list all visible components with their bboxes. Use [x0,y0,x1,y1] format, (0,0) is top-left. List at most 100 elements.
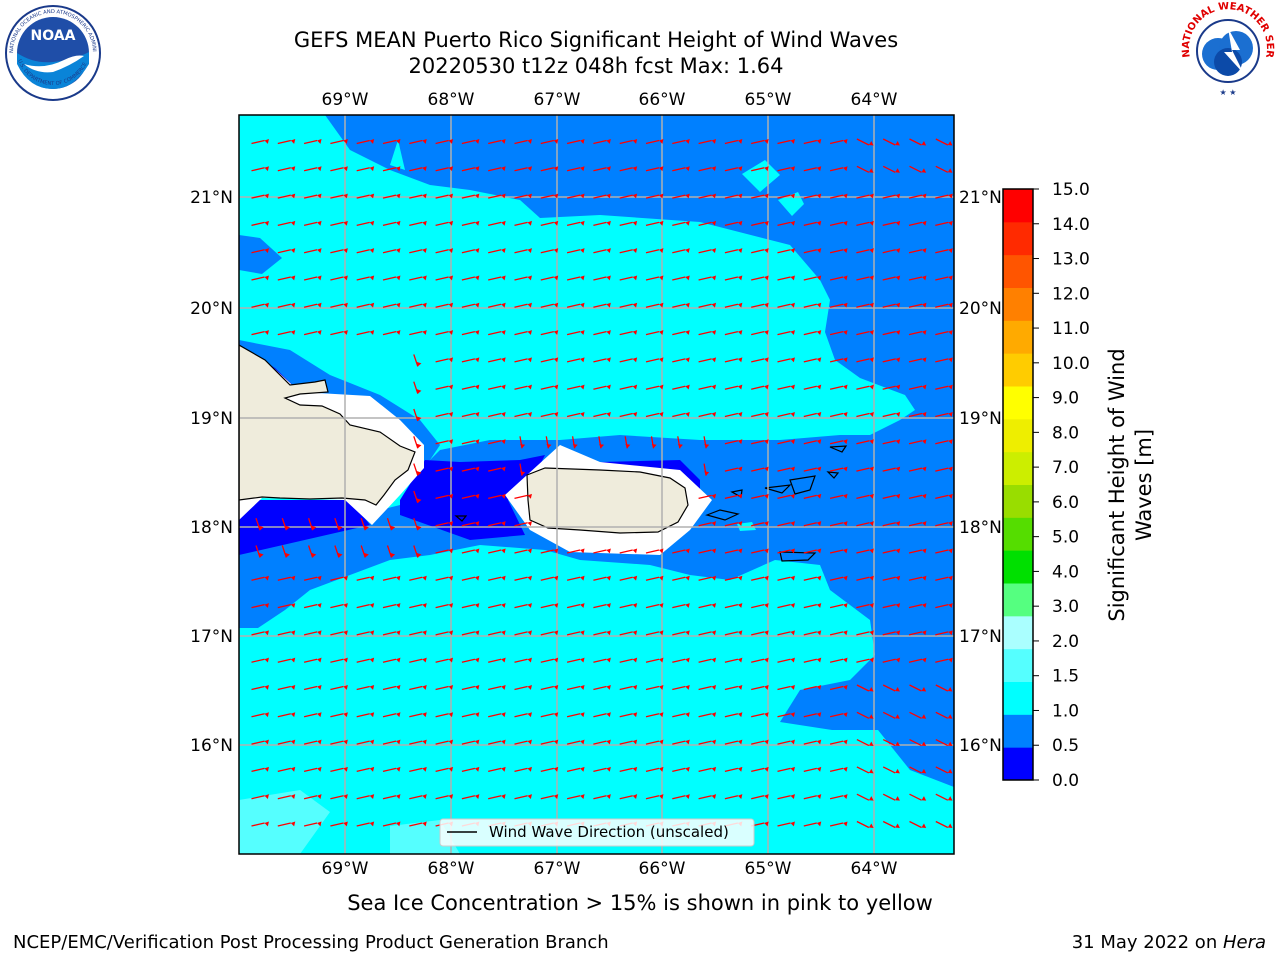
wave-arrow [908,439,927,445]
colorbar-tick-label: 2.0 [1052,632,1079,652]
wave-arrow [829,493,848,500]
wave-arrow [540,712,559,718]
wave-arrow [540,220,559,227]
wave-arrow [882,493,901,500]
wave-arrow [908,657,927,663]
wave-arrow [330,712,348,718]
wave-arrow [514,712,532,718]
wave-arrow [303,302,322,308]
wave-arrow [935,248,953,254]
wave-arrow [777,411,795,418]
wave-arrow [413,517,422,531]
wave-arrow [382,138,401,145]
wave-arrow [382,684,401,691]
colorbar: 15.0 14.0 13.0 12.0 11.0 10.0 9.0 8.0 7.0 6.0 5.0 4… [1002,180,1090,791]
wave-arrow [882,766,900,774]
wave-arrow [882,330,901,336]
wave-arrow [488,248,506,254]
wave-arrow [882,793,900,801]
wave-arrow [856,575,874,581]
wave-arrow [751,739,769,745]
wave-arrow [882,711,900,719]
wave-arrow [935,384,953,390]
colorbar-segment [1003,583,1033,617]
wave-arrow [645,166,664,172]
wave-arrow [540,384,559,390]
colorbar-label-line2: Waves [m] [1132,429,1156,541]
colorbar-segment [1003,353,1033,387]
wave-arrow [488,193,506,199]
wave-band-1-1.5-patch-c [390,140,405,170]
wave-arrow [566,193,585,199]
wave-arrow [461,275,480,281]
wave-arrow [698,275,717,281]
colorbar-tick-label: 11.0 [1052,319,1090,339]
wave-arrow [856,630,874,636]
wave-arrow [856,684,874,692]
wave-arrow [724,712,743,718]
wave-arrow [935,575,953,581]
wave-arrow [413,408,422,422]
wave-arrow [724,330,743,336]
wave-arrow [777,493,795,500]
wave-arrow [514,493,532,500]
wave-arrow [356,821,375,827]
wave-arrow [277,794,296,800]
wave-arrow [409,193,427,199]
wave-arrow [856,793,874,801]
wave-arrow [435,193,454,199]
wave-arrow [882,684,900,692]
wave-arrow [514,248,532,254]
wave-arrow [751,657,769,663]
wave-arrow [645,575,664,581]
wave-arrow [751,493,769,500]
wave-arrow [829,166,848,172]
colorbar-segment [1003,254,1033,288]
wave-arrow [540,357,559,363]
wave-arrow [593,220,611,227]
wave-arrow [277,193,296,199]
wave-arrow [461,493,480,500]
wave-arrow [566,166,585,172]
wave-arrow [619,138,638,145]
colorbar-tick-label: 1.0 [1052,701,1079,721]
wave-arrow [461,684,480,691]
colorbar-tick-label: 1.5 [1052,667,1079,687]
wave-arrow [514,684,532,691]
wave-arrow [751,357,769,363]
wave-arrow [514,357,532,363]
wave-arrow [461,521,480,527]
wave-arrow [461,220,480,227]
wave-arrow [540,138,559,145]
wave-arrow [619,712,638,718]
wave-arrow [566,657,585,663]
wave-arrow [698,193,717,199]
wave-arrow [856,330,874,336]
wave-arrow [803,384,822,390]
wave-arrow [413,381,422,394]
wave-arrow [672,411,690,418]
wave-arrow [619,275,638,281]
wave-arrow [724,684,743,691]
wave-arrow [514,302,532,308]
wave-arrow [488,166,506,172]
wave-arrow [435,493,454,500]
wave-arrow [856,411,874,418]
wave-arrow [251,330,269,336]
wave-arrow [909,820,927,829]
wave-arrow [856,220,874,227]
wave-arrow [540,603,559,609]
wave-arrow [882,248,901,254]
wave-arrow [672,712,690,718]
wave-arrow [382,739,401,745]
wave-arrow [698,684,717,691]
wave-arrow [856,711,874,719]
wave-arrow [698,603,717,609]
wave-arrow [435,630,454,636]
wave-band-0.5-1-west [239,235,282,274]
wave-arrow [619,357,638,363]
wave-arrow [829,684,848,691]
colorbar-segment [1003,517,1033,551]
wave-arrow [382,302,401,308]
